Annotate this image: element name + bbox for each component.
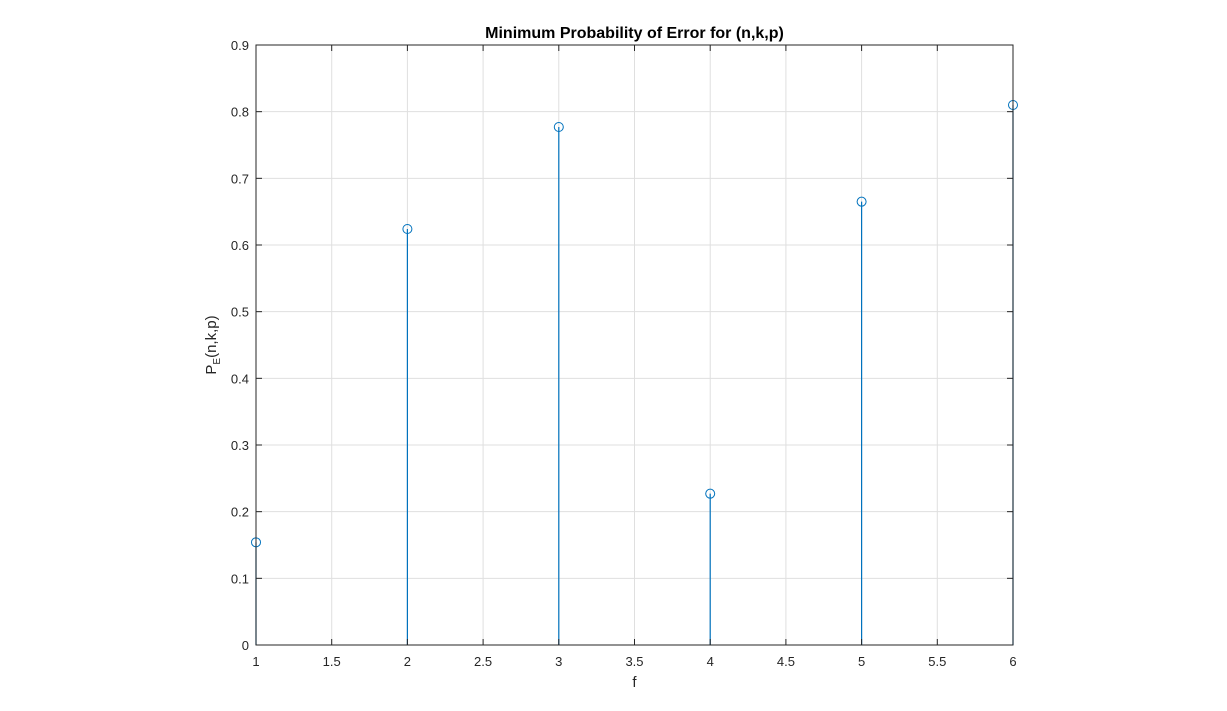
y-tick-label: 0 [242, 638, 249, 653]
x-tick-labels: 1 1.5 2 2.5 3 3.5 4 4.5 5 5.5 6 [252, 654, 1016, 669]
x-axis-label: f [632, 674, 637, 691]
x-tick-label: 4 [707, 654, 714, 669]
y-tick-label: 0.3 [231, 438, 249, 453]
x-tick-label: 2 [404, 654, 411, 669]
stem-marker-point [553, 122, 564, 132]
x-tick-label: 4.5 [777, 654, 795, 669]
y-axis-label-main: P [203, 365, 220, 375]
y-tick-label: 0.8 [231, 105, 249, 120]
stem-marker-point [705, 488, 716, 499]
y-tick-label: 0.5 [231, 305, 249, 320]
y-tick-labels: 0 0.1 0.2 0.3 0.4 0.5 0.6 0.7 0.8 0.9 [231, 38, 249, 653]
x-tick-label: 6 [1009, 654, 1016, 669]
y-tick-label: 0.1 [231, 571, 249, 586]
y-tick-label: 0.7 [231, 171, 249, 186]
tick-marks [255, 44, 1014, 646]
stem-marker-point [856, 196, 867, 207]
x-tick-label: 3.5 [625, 654, 643, 669]
x-tick-label: 3 [555, 654, 562, 669]
chart-title: Minimum Probability of Error for (n,k,p) [485, 25, 784, 42]
y-axis-label-subscript: E [212, 358, 223, 365]
y-tick-label: 0.6 [231, 238, 249, 253]
x-tick-label: 1.5 [323, 654, 341, 669]
y-tick-label: 0.9 [231, 38, 249, 53]
stem-marker-point [402, 224, 413, 234]
y-tick-label: 0.2 [231, 505, 249, 520]
y-axis-label-rest: (n,k,p) [203, 315, 220, 358]
x-tick-label: 5.5 [928, 654, 946, 669]
y-tick-label: 0.4 [231, 371, 249, 386]
x-tick-label: 1 [252, 654, 259, 669]
y-axis-label: PE(n,k,p) [203, 315, 223, 374]
x-tick-label: 2.5 [474, 654, 492, 669]
x-tick-label: 5 [858, 654, 865, 669]
